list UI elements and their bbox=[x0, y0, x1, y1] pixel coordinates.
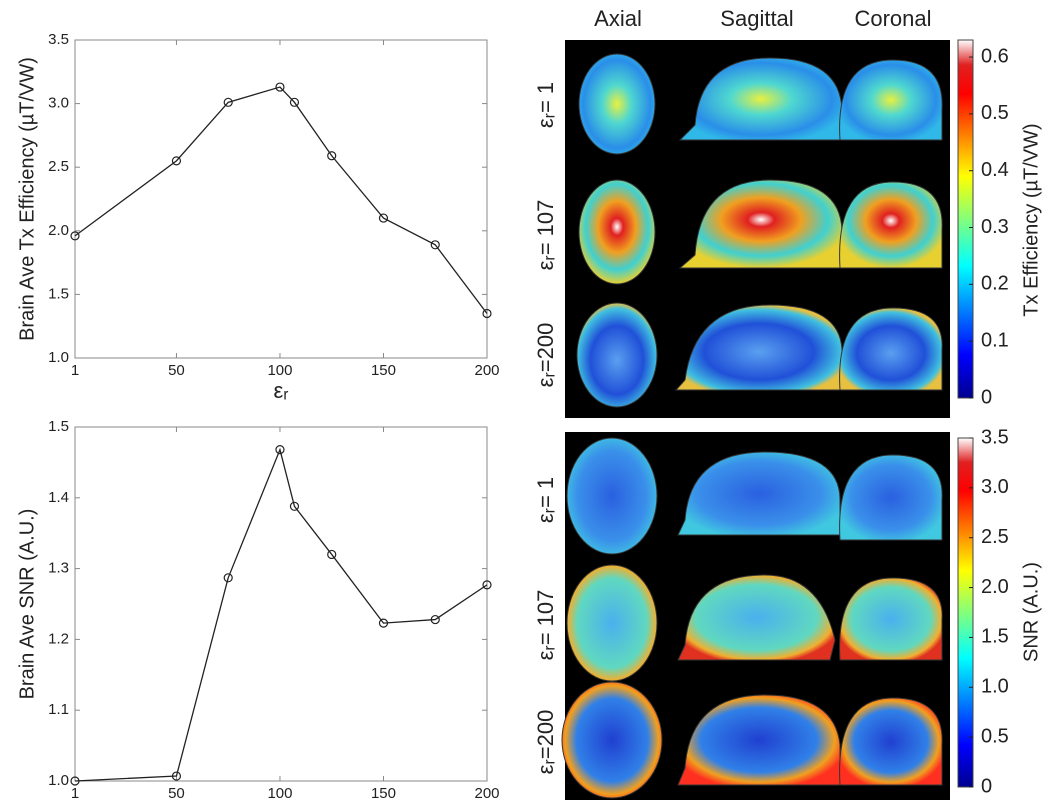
y-tick-label: 1.2 bbox=[48, 630, 69, 647]
y-tick-label: 1.4 bbox=[48, 489, 69, 506]
colorbar bbox=[957, 39, 974, 399]
data-point bbox=[482, 308, 492, 319]
plot-frame bbox=[74, 426, 488, 782]
colorbar-tick-label: 3.5 bbox=[981, 426, 1009, 448]
colorbar-tick-label: 0.1 bbox=[981, 329, 1009, 351]
x-tick-label: 200 bbox=[474, 362, 499, 379]
column-label: Coronal bbox=[854, 6, 931, 31]
x-tick-label: 150 bbox=[371, 785, 396, 802]
data-point bbox=[171, 156, 182, 166]
brain-maps bbox=[561, 53, 943, 799]
data-point bbox=[430, 614, 440, 625]
data-point bbox=[171, 771, 182, 781]
data-point bbox=[430, 240, 440, 250]
y-tick-label: 3.0 bbox=[48, 95, 69, 112]
data-point bbox=[70, 776, 80, 786]
colorbar-tick-label: 0.5 bbox=[981, 725, 1009, 747]
y-tick-label: 3.5 bbox=[48, 31, 69, 48]
colorbar-tick-label: 0.5 bbox=[981, 102, 1009, 124]
colorbar-tick-label: 3.0 bbox=[981, 476, 1009, 498]
x-tick-label: 50 bbox=[168, 362, 185, 379]
y-tick-label: 2.5 bbox=[48, 158, 69, 175]
data-point bbox=[482, 580, 492, 590]
data-point bbox=[378, 618, 389, 628]
colorbar-tick-label: 0 bbox=[981, 775, 992, 797]
y-tick-label: 1.0 bbox=[48, 349, 69, 366]
data-point bbox=[327, 151, 337, 161]
y-axis-label: Brain Ave Tx Efficiency (µT/VW) bbox=[16, 57, 38, 341]
colorbar-label: SNR (A.U.) bbox=[1020, 562, 1042, 662]
x-tick-label: 100 bbox=[267, 362, 292, 379]
data-point bbox=[223, 97, 233, 107]
y-tick-label: 1.5 bbox=[48, 285, 69, 302]
colorbar-tick-label: 0.2 bbox=[981, 273, 1009, 295]
data-point bbox=[275, 445, 285, 455]
x-tick-label: 150 bbox=[371, 362, 396, 379]
colorbar-label: Tx Efficiency (µT/VW) bbox=[1020, 123, 1042, 316]
data-point bbox=[327, 549, 337, 560]
data-point bbox=[289, 501, 300, 511]
row-label: εᵣ= 1 bbox=[533, 82, 558, 128]
x-tick-label: 50 bbox=[168, 785, 185, 802]
data-point bbox=[378, 213, 389, 223]
colorbar-tick-label: 2.0 bbox=[981, 576, 1009, 598]
data-line bbox=[74, 447, 488, 782]
data-point bbox=[70, 231, 80, 241]
colorbar-tick-label: 1.0 bbox=[981, 676, 1009, 698]
x-axis-label: εᵣ bbox=[273, 801, 288, 808]
column-label: Sagittal bbox=[720, 6, 793, 31]
x-tick-label: 1 bbox=[71, 362, 79, 379]
row-label: εᵣ= 107 bbox=[533, 590, 558, 661]
x-tick-label: 200 bbox=[474, 785, 499, 802]
x-axis-label: εᵣ bbox=[273, 378, 288, 403]
y-tick-label: 1.1 bbox=[48, 701, 69, 718]
colorbar-tick-label: 2.5 bbox=[981, 526, 1009, 548]
y-tick-label: 1.5 bbox=[48, 418, 69, 435]
row-label: εᵣ=200 bbox=[533, 710, 558, 775]
y-tick-label: 2.0 bbox=[48, 222, 69, 239]
row-label: εᵣ=200 bbox=[533, 323, 558, 388]
x-tick-label: 100 bbox=[267, 785, 292, 802]
y-tick-label: 1.3 bbox=[48, 560, 69, 577]
data-point bbox=[275, 82, 285, 92]
row-label: εᵣ= 107 bbox=[533, 200, 558, 271]
y-axis-label: Brain Ave SNR (A.U.) bbox=[16, 509, 38, 700]
colorbar-tick-label: 0.6 bbox=[981, 45, 1009, 67]
row-label: εᵣ= 1 bbox=[533, 477, 558, 523]
data-point bbox=[289, 97, 300, 107]
data-point bbox=[223, 573, 233, 583]
colorbar-tick-label: 0.4 bbox=[981, 159, 1009, 181]
y-tick-label: 1.0 bbox=[48, 772, 69, 789]
colorbar-tick-label: 0 bbox=[981, 386, 992, 408]
colorbar-tick-label: 1.5 bbox=[981, 626, 1009, 648]
plot-frame bbox=[74, 39, 488, 359]
colorbar bbox=[957, 437, 974, 788]
data-line bbox=[74, 86, 488, 314]
column-label: Axial bbox=[594, 6, 642, 31]
x-tick-label: 1 bbox=[71, 785, 79, 802]
colorbar-tick-label: 0.3 bbox=[981, 216, 1009, 238]
